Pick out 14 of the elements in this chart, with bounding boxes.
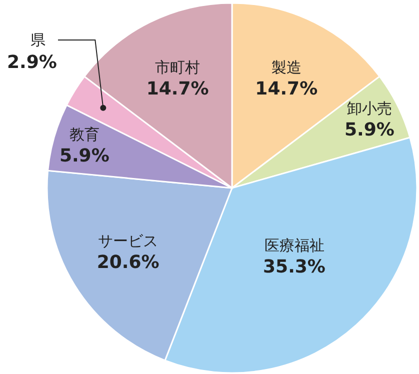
data-label: 5.9%: [59, 146, 110, 167]
data-label: 35.3%: [263, 256, 326, 278]
data-label: 14.7%: [255, 78, 318, 100]
slice-label: サービス: [98, 232, 158, 250]
slice-label: 製造: [271, 58, 302, 77]
data-label: 14.7%: [146, 78, 209, 100]
slice-label: 卸小売: [346, 100, 392, 118]
data-label: 5.9%: [344, 120, 394, 141]
data-label: 20.6%: [96, 252, 160, 274]
slice-label: 教育: [69, 126, 100, 144]
data-label: 2.9%: [7, 52, 57, 73]
slice-label: 市町村: [155, 58, 200, 77]
slice-label: 医療福祉: [264, 236, 324, 254]
slice-label: 県: [30, 31, 46, 49]
